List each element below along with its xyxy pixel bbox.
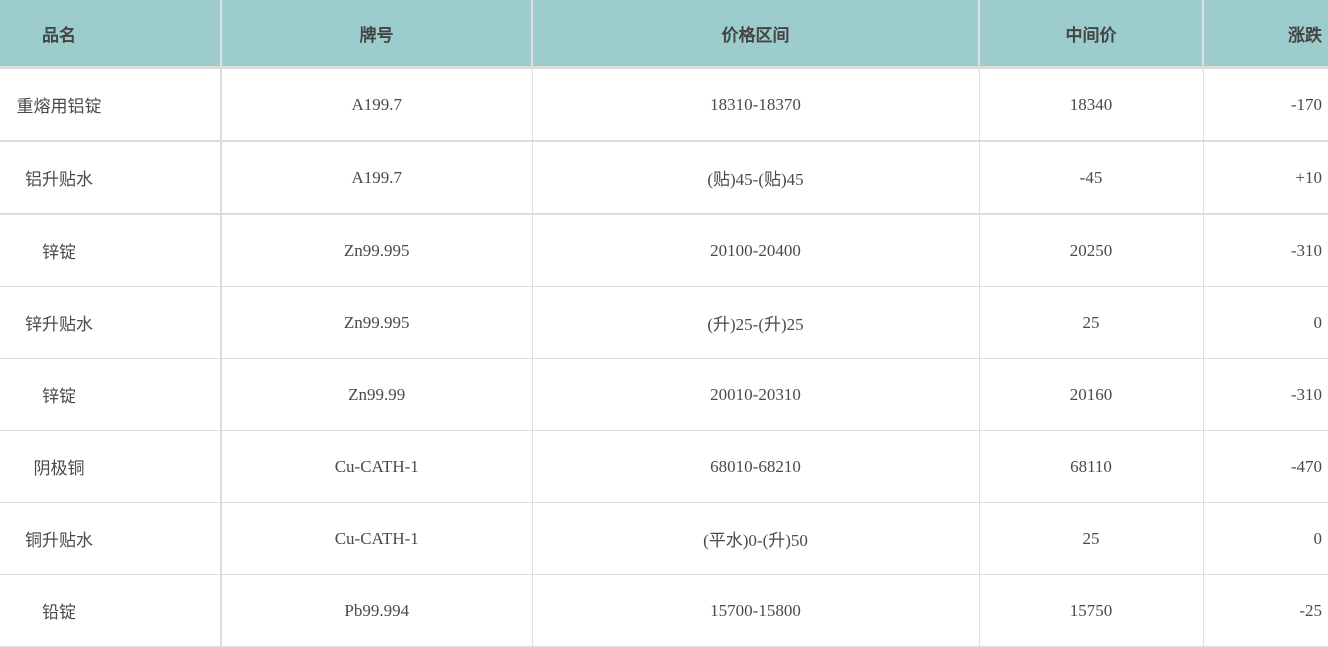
cell-grade: Zn99.99 (221, 358, 533, 431)
table-row: 锌锭 Zn99.99 20010-20310 20160 -310 (0, 358, 1328, 431)
cell-product-name: 铝升贴水 (0, 141, 222, 215)
cell-product-name: 阴极铜 (0, 430, 222, 503)
product-name-text: 锌锭 (42, 387, 76, 406)
cell-grade: Zn99.995 (221, 214, 533, 287)
header-label: 涨跌 (1288, 25, 1322, 45)
table-row: 铅锭 Pb99.994 15700-15800 15750 -25 (0, 574, 1328, 647)
cell-grade: Cu-CATH-1 (221, 502, 533, 575)
change-text: -25 (1299, 600, 1322, 620)
cell-product-name: 铜升贴水 (0, 502, 222, 575)
cell-price-range: 20010-20310 (532, 358, 980, 431)
cell-change: +10 (1203, 141, 1328, 215)
product-name-text: 阴极铜 (33, 459, 85, 478)
cell-change: -470 (1203, 430, 1328, 503)
product-name-text: 锌升贴水 (25, 315, 93, 334)
table-row: 铜升贴水 Cu-CATH-1 (平水)0-(升)50 25 0 (0, 502, 1328, 575)
cell-price-range: (贴)45-(贴)45 (532, 141, 980, 215)
cell-grade: A199.7 (221, 141, 533, 215)
cell-grade: Pb99.994 (221, 574, 533, 647)
product-name-text: 铜升贴水 (25, 531, 93, 550)
cell-change: -25 (1203, 574, 1328, 647)
product-name-text: 铝升贴水 (25, 170, 93, 189)
cell-price-range: (平水)0-(升)50 (532, 502, 980, 575)
cell-mid-price: 68110 (979, 430, 1204, 503)
cell-change: -170 (1203, 67, 1328, 142)
cell-product-name: 重熔用铝锭 (0, 67, 222, 142)
cell-product-name: 锌锭 (0, 214, 222, 287)
header-price-range: 价格区间 (532, 0, 980, 69)
cell-price-range: (升)25-(升)25 (532, 286, 980, 359)
cell-mid-price: 20160 (979, 358, 1204, 431)
cell-change: -310 (1203, 214, 1328, 287)
change-text: -310 (1290, 240, 1322, 260)
change-text: 0 (1313, 312, 1323, 332)
cell-price-range: 68010-68210 (532, 430, 980, 503)
product-name-text: 锌锭 (42, 243, 76, 262)
change-text: -470 (1290, 456, 1322, 476)
change-text: 0 (1313, 528, 1323, 548)
table-row: 重熔用铝锭 A199.7 18310-18370 18340 -170 (0, 67, 1328, 142)
header-grade: 牌号 (221, 0, 533, 69)
header-row: 品名 牌号 价格区间 中间价 涨跌 (0, 0, 1328, 69)
cell-price-range: 18310-18370 (532, 67, 980, 142)
table-row: 锌升贴水 Zn99.995 (升)25-(升)25 25 0 (0, 286, 1328, 359)
change-text: +10 (1295, 167, 1322, 187)
cell-grade: Cu-CATH-1 (221, 430, 533, 503)
cell-mid-price: -45 (979, 141, 1204, 215)
table-row: 阴极铜 Cu-CATH-1 68010-68210 68110 -470 (0, 430, 1328, 503)
product-name-text: 铅锭 (42, 603, 76, 622)
table-row: 铝升贴水 A199.7 (贴)45-(贴)45 -45 +10 (0, 141, 1328, 215)
cell-grade: A199.7 (221, 67, 533, 142)
cell-price-range: 20100-20400 (532, 214, 980, 287)
change-text: -170 (1290, 94, 1322, 114)
cell-change: 0 (1203, 502, 1328, 575)
cell-mid-price: 25 (979, 286, 1204, 359)
cell-price-range: 15700-15800 (532, 574, 980, 647)
cell-change: 0 (1203, 286, 1328, 359)
cell-product-name: 铅锭 (0, 574, 222, 647)
header-mid-price: 中间价 (979, 0, 1204, 69)
change-text: -310 (1290, 384, 1322, 404)
table-row: 锌锭 Zn99.995 20100-20400 20250 -310 (0, 214, 1328, 287)
cell-mid-price: 20250 (979, 214, 1204, 287)
header-name: 品名 (0, 0, 222, 69)
cell-mid-price: 18340 (979, 67, 1204, 142)
header-change: 涨跌 (1203, 0, 1328, 69)
cell-mid-price: 15750 (979, 574, 1204, 647)
cell-change: -310 (1203, 358, 1328, 431)
header-label: 品名 (42, 25, 76, 45)
cell-mid-price: 25 (979, 502, 1204, 575)
product-name-text: 重熔用铝锭 (16, 97, 102, 116)
cell-grade: Zn99.995 (221, 286, 533, 359)
cell-product-name: 锌锭 (0, 358, 222, 431)
cell-product-name: 锌升贴水 (0, 286, 222, 359)
